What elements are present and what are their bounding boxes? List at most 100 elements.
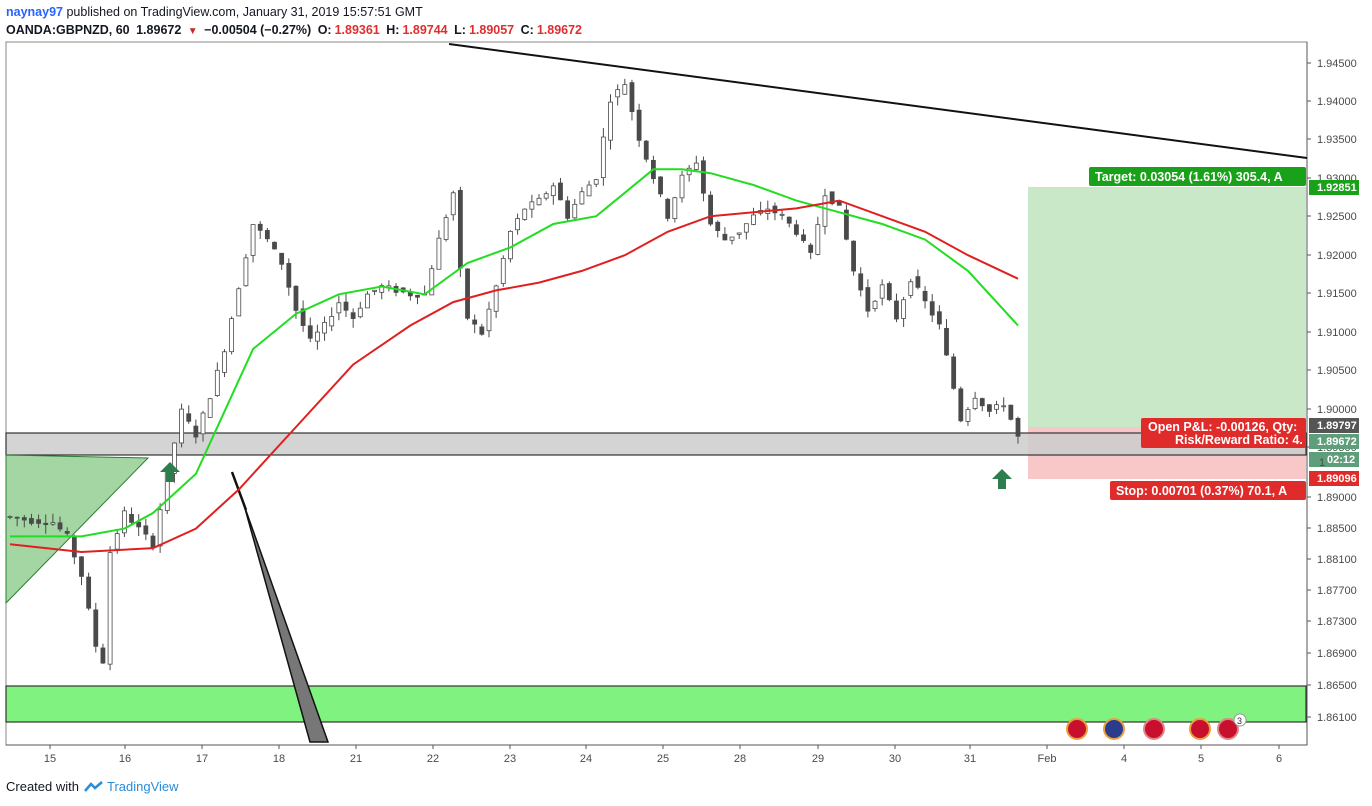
candle-up bbox=[615, 89, 621, 98]
candle-up bbox=[200, 412, 206, 435]
candle-down bbox=[300, 308, 306, 326]
resistance-band[interactable] bbox=[5, 432, 1307, 456]
x-tick-label: 21 bbox=[350, 753, 362, 765]
footer: Created with TradingView bbox=[6, 779, 179, 794]
x-tick-label: 23 bbox=[504, 753, 516, 765]
uk-flag-icon[interactable] bbox=[1189, 718, 1211, 740]
price-axis[interactable]: 1.945001.940001.935001.930001.925001.920… bbox=[1307, 58, 1357, 724]
y-tick-label: 1.92500 bbox=[1317, 211, 1357, 223]
candle-down bbox=[665, 198, 671, 219]
candle-up bbox=[214, 369, 220, 396]
close-value: 1.89672 bbox=[536, 23, 582, 37]
candle-down bbox=[565, 200, 571, 219]
candle-up bbox=[207, 398, 213, 418]
candle-up bbox=[357, 307, 363, 318]
candle-down bbox=[922, 290, 928, 302]
triangle-pattern[interactable] bbox=[5, 454, 150, 605]
candle-down bbox=[808, 244, 814, 253]
ma-slow-line[interactable] bbox=[9, 199, 1019, 554]
au-flag-icon[interactable] bbox=[1103, 718, 1125, 740]
candle-down bbox=[29, 518, 34, 524]
candle-up bbox=[543, 193, 549, 199]
candle-down bbox=[722, 233, 728, 241]
uk-flag-icon[interactable] bbox=[1217, 718, 1239, 740]
uk-flag-icon[interactable] bbox=[1066, 718, 1088, 740]
candle-up bbox=[515, 218, 520, 231]
event-count: 3 bbox=[1237, 716, 1242, 726]
stop-label-box bbox=[1110, 481, 1306, 500]
candle-up bbox=[536, 197, 542, 206]
candle-up bbox=[114, 533, 120, 550]
candle-up bbox=[315, 331, 320, 342]
y-tick-label: 1.94000 bbox=[1317, 96, 1357, 108]
open-value: 1.89361 bbox=[334, 23, 380, 37]
candle-up bbox=[608, 101, 613, 141]
x-tick-label: 30 bbox=[889, 753, 901, 765]
uk-flag-icon[interactable] bbox=[1143, 718, 1165, 740]
candle-down bbox=[43, 522, 49, 526]
candle-down bbox=[293, 285, 299, 311]
candle-up bbox=[672, 197, 678, 220]
y-tick-label: 1.86500 bbox=[1317, 680, 1357, 692]
candle-up bbox=[965, 409, 971, 422]
candle-down bbox=[636, 109, 642, 141]
candle-up bbox=[157, 509, 163, 547]
candle-down bbox=[958, 388, 964, 422]
economic-events[interactable]: 3 bbox=[1066, 713, 1247, 740]
y-tick-label: 1.90500 bbox=[1317, 365, 1357, 377]
y-tick-label: 1.90000 bbox=[1317, 404, 1357, 416]
drop-wedge[interactable] bbox=[243, 504, 330, 743]
support-zone[interactable] bbox=[5, 685, 1307, 723]
candle-up bbox=[179, 408, 184, 444]
candle-down bbox=[71, 535, 77, 558]
tradingview-logo-icon bbox=[84, 780, 103, 792]
author-link[interactable]: naynay97 bbox=[6, 5, 63, 19]
candle-up bbox=[336, 302, 342, 314]
candle-down bbox=[844, 209, 849, 240]
candle-up bbox=[493, 285, 499, 312]
candle-up bbox=[450, 192, 456, 216]
low-label: L: bbox=[454, 23, 466, 37]
candle-down bbox=[829, 191, 835, 205]
candle-down bbox=[36, 519, 41, 524]
candle-down bbox=[350, 312, 356, 319]
ma-fast-line[interactable] bbox=[10, 168, 1019, 538]
target-zone[interactable] bbox=[1028, 187, 1306, 427]
candle-up bbox=[822, 195, 828, 227]
candle-down bbox=[479, 326, 485, 335]
y-tick-label: 1.91500 bbox=[1317, 288, 1357, 300]
candle-up bbox=[372, 289, 377, 292]
candle-down bbox=[465, 268, 470, 319]
candle-down bbox=[936, 311, 942, 325]
candle-up bbox=[579, 191, 585, 205]
candle-up bbox=[751, 214, 756, 225]
downtrend-line[interactable] bbox=[448, 43, 1308, 159]
tradingview-brand[interactable]: TradingView bbox=[83, 779, 179, 794]
y-tick-label: 1.87300 bbox=[1317, 616, 1357, 628]
candle-down bbox=[64, 531, 70, 534]
symbol-label: OANDA:GBPNZD, 60 bbox=[6, 23, 130, 37]
candle-up bbox=[50, 522, 56, 525]
candle-up bbox=[229, 318, 235, 353]
candle-down bbox=[886, 283, 892, 301]
candle-up bbox=[365, 293, 370, 309]
candle-up bbox=[679, 174, 685, 199]
candle-up bbox=[522, 208, 528, 220]
candle-up bbox=[1001, 405, 1007, 408]
candle-up bbox=[222, 351, 227, 373]
candle-up bbox=[429, 268, 435, 296]
x-tick-label: 15 bbox=[44, 753, 56, 765]
candle-down bbox=[951, 356, 957, 389]
x-tick-label: 31 bbox=[964, 753, 976, 765]
time-axis[interactable]: 15 16 17 18 21 22 23 24 25 28 29 30 31 Feb 4 5 6 bbox=[44, 745, 1282, 765]
candle-up bbox=[908, 281, 914, 296]
candle-down bbox=[100, 647, 106, 664]
candle-up bbox=[243, 257, 249, 287]
chart-header: naynay97 published on TradingView.com, J… bbox=[6, 3, 585, 41]
candle-up bbox=[622, 84, 628, 95]
last-price: 1.89672 bbox=[136, 23, 182, 37]
drop-line[interactable] bbox=[230, 471, 248, 511]
candle-down bbox=[629, 82, 635, 112]
entry-price: 1.89797 bbox=[1317, 420, 1357, 432]
